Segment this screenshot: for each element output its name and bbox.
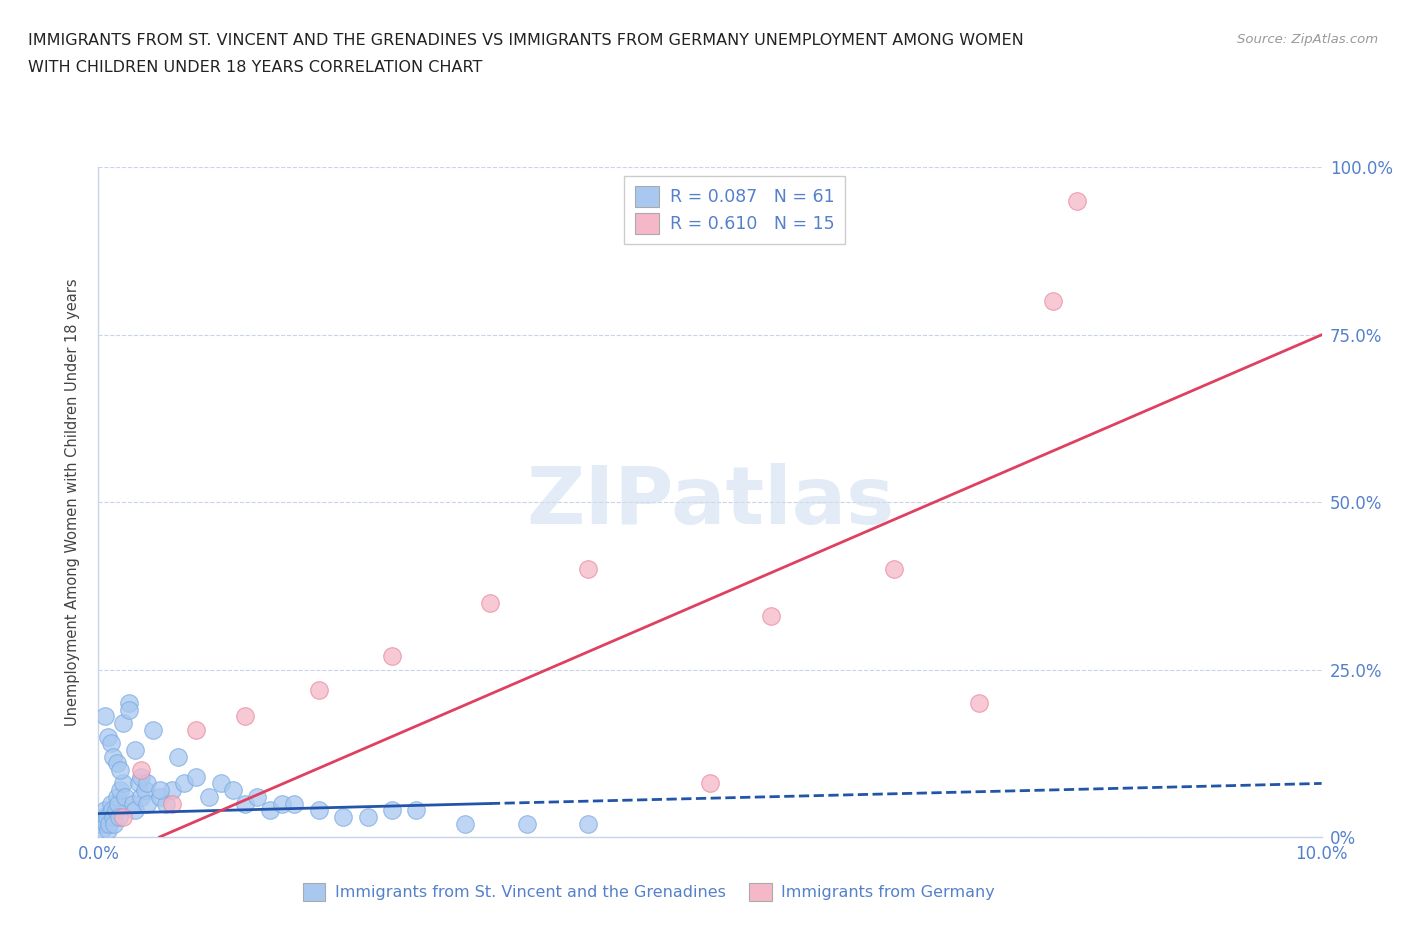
Point — [332, 809, 354, 824]
Point — [308, 803, 330, 817]
Point — [167, 750, 190, 764]
Point — [1066, 193, 1088, 208]
Text: Source: ZipAtlas.com: Source: ZipAtlas.com — [1237, 33, 1378, 46]
Point — [118, 702, 141, 717]
Point — [101, 809, 124, 824]
Point — [142, 723, 165, 737]
Text: ZIPatlas: ZIPatlas — [526, 463, 894, 541]
Point — [246, 790, 269, 804]
Point — [129, 763, 152, 777]
Point — [576, 817, 599, 831]
Point — [107, 796, 129, 811]
Point — [186, 769, 208, 784]
Point — [283, 796, 305, 811]
Point — [155, 796, 177, 811]
Point — [129, 769, 152, 784]
Point — [100, 796, 122, 811]
Point — [209, 776, 232, 790]
Point — [121, 796, 143, 811]
Legend: Immigrants from St. Vincent and the Grenadines, Immigrants from Germany: Immigrants from St. Vincent and the Gren… — [295, 875, 1002, 910]
Point — [699, 776, 721, 790]
Point — [100, 736, 122, 751]
Point — [516, 817, 538, 831]
Point — [576, 562, 599, 577]
Point — [356, 809, 378, 824]
Point — [149, 783, 172, 798]
Point — [381, 649, 404, 664]
Point — [114, 790, 136, 804]
Point — [110, 763, 132, 777]
Point — [761, 608, 783, 623]
Point — [91, 809, 114, 824]
Point — [97, 729, 120, 744]
Point — [454, 817, 477, 831]
Point — [134, 783, 156, 798]
Point — [883, 562, 905, 577]
Point — [105, 756, 128, 771]
Point — [197, 790, 219, 804]
Point — [97, 823, 120, 838]
Point — [1042, 294, 1064, 309]
Point — [233, 796, 256, 811]
Point — [222, 783, 245, 798]
Point — [111, 716, 134, 731]
Point — [91, 823, 114, 838]
Point — [259, 803, 281, 817]
Point — [101, 750, 124, 764]
Point — [90, 817, 112, 831]
Point — [270, 796, 294, 811]
Point — [118, 696, 141, 711]
Text: IMMIGRANTS FROM ST. VINCENT AND THE GRENADINES VS IMMIGRANTS FROM GERMANY UNEMPL: IMMIGRANTS FROM ST. VINCENT AND THE GREN… — [28, 33, 1024, 47]
Point — [129, 790, 152, 804]
Y-axis label: Unemployment Among Women with Children Under 18 years: Unemployment Among Women with Children U… — [65, 278, 80, 726]
Point — [93, 709, 115, 724]
Point — [381, 803, 404, 817]
Point — [173, 776, 195, 790]
Point — [111, 776, 134, 790]
Point — [103, 817, 125, 831]
Point — [308, 683, 330, 698]
Point — [136, 796, 159, 811]
Point — [149, 790, 172, 804]
Point — [93, 803, 115, 817]
Text: WITH CHILDREN UNDER 18 YEARS CORRELATION CHART: WITH CHILDREN UNDER 18 YEARS CORRELATION… — [28, 60, 482, 75]
Point — [124, 803, 146, 817]
Point — [233, 709, 256, 724]
Point — [405, 803, 427, 817]
Point — [94, 817, 117, 831]
Point — [101, 803, 124, 817]
Point — [104, 803, 127, 817]
Point — [124, 742, 146, 757]
Point — [160, 783, 183, 798]
Point — [111, 809, 134, 824]
Point — [98, 817, 121, 831]
Point — [136, 776, 159, 790]
Point — [128, 776, 150, 790]
Point — [105, 790, 128, 804]
Point — [108, 809, 131, 824]
Point — [110, 783, 132, 798]
Point — [967, 696, 990, 711]
Point — [186, 723, 208, 737]
Point — [160, 796, 183, 811]
Point — [96, 809, 118, 824]
Point — [478, 595, 501, 610]
